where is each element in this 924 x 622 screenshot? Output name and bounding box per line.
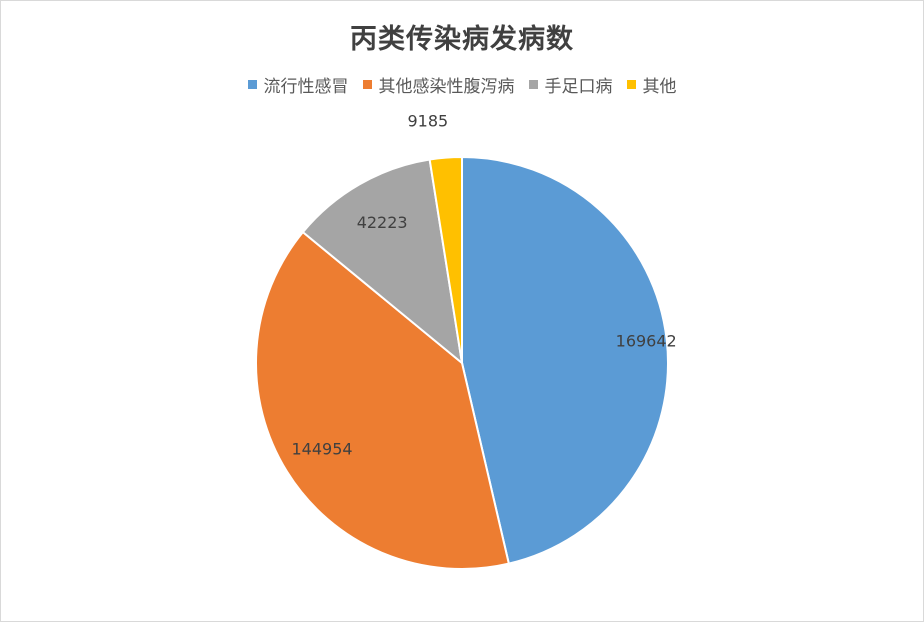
data-label-diarrhea: 144954 — [291, 439, 352, 458]
legend-swatch-other — [626, 80, 636, 89]
legend-item-flu: 流行性感冒 — [247, 72, 349, 97]
pie-slice-flu — [461, 155, 669, 565]
data-label-hfmd: 42223 — [357, 213, 408, 232]
legend-label-diarrhea: 其他感染性腹泻病 — [378, 77, 515, 97]
legend-label-hfmd: 手足口病 — [544, 77, 613, 97]
legend-item-diarrhea: 其他感染性腹泻病 — [362, 72, 515, 97]
legend-label-other: 其他 — [642, 77, 677, 97]
pie-slice-diarrhea — [255, 230, 511, 570]
pie-slice-hfmd — [301, 158, 464, 366]
legend-swatch-flu — [247, 80, 257, 89]
pie-data-labels: 169642 144954 42223 9185 — [291, 111, 676, 458]
data-label-other: 9185 — [407, 111, 448, 130]
pie-slice-other — [428, 155, 463, 364]
pie-slices — [255, 155, 669, 570]
chart-title: 丙类传染病发病数 — [350, 24, 574, 55]
legend-item-other: 其他 — [626, 72, 677, 97]
legend-swatch-hfmd — [528, 80, 538, 89]
data-label-flu: 169642 — [616, 331, 677, 350]
legend: 流行性感冒 其他感染性腹泻病 手足口病 其他 — [1, 72, 923, 97]
legend-label-flu: 流行性感冒 — [263, 77, 349, 97]
legend-item-hfmd: 手足口病 — [528, 72, 613, 97]
legend-swatch-diarrhea — [362, 80, 372, 89]
